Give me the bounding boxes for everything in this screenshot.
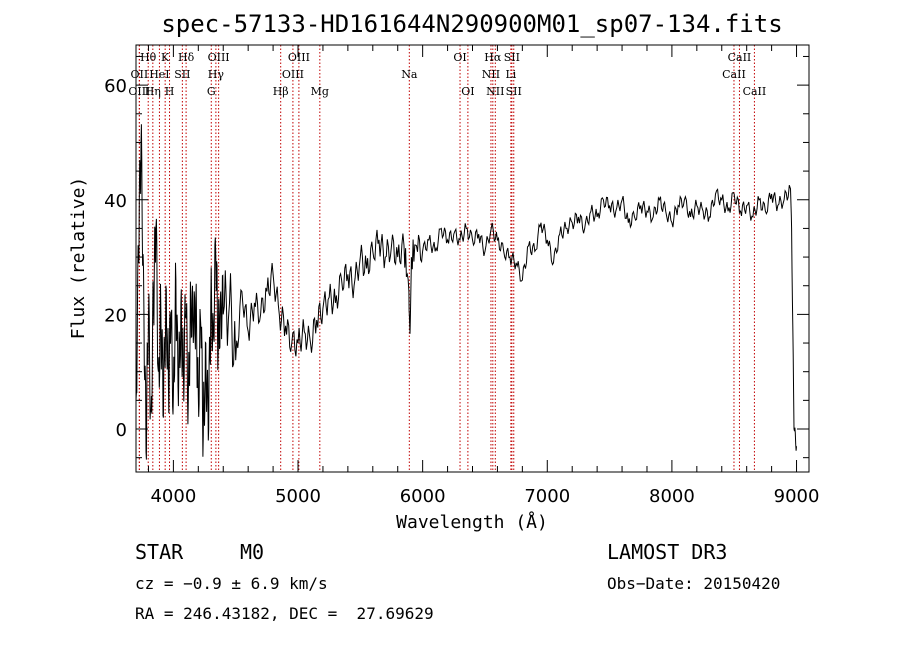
line-label: OI bbox=[461, 85, 474, 98]
redshift-velocity: cz = −0.9 ± 6.9 km/s bbox=[135, 574, 328, 593]
line-label: SII bbox=[504, 51, 520, 64]
x-tick-label: 6000 bbox=[400, 486, 446, 507]
x-axis-ticks: 4000 5000 6000 7000 8000 9000 bbox=[147, 45, 820, 507]
line-label: NII bbox=[486, 85, 504, 98]
x-tick-label: 7000 bbox=[524, 486, 570, 507]
line-label: OI bbox=[453, 51, 466, 64]
observation-date: Obs−Date: 20150420 bbox=[607, 574, 781, 593]
line-label: Na bbox=[401, 68, 418, 81]
line-label: Mg bbox=[311, 85, 329, 98]
line-label: CaII bbox=[743, 85, 767, 98]
line-label: OIII bbox=[128, 85, 150, 98]
y-axis-ticks: 0 20 40 60 bbox=[104, 55, 809, 459]
line-label: OIII bbox=[288, 51, 310, 64]
y-tick-label: 0 bbox=[116, 420, 127, 441]
line-label: SII bbox=[506, 85, 522, 98]
line-label: CaII bbox=[722, 68, 746, 81]
line-label: G bbox=[207, 85, 216, 98]
line-label: H bbox=[165, 85, 175, 98]
line-label: Hβ bbox=[273, 85, 289, 98]
line-label: OIII bbox=[208, 51, 230, 64]
line-label: SII bbox=[174, 68, 190, 81]
coordinates: RA = 246.43182, DEC = 27.69629 bbox=[135, 604, 434, 623]
x-axis-label: Wavelength (Å) bbox=[396, 511, 548, 533]
line-label: Hα bbox=[484, 51, 502, 64]
line-label: K bbox=[161, 51, 170, 64]
y-tick-label: 40 bbox=[104, 191, 127, 212]
line-label: OIII bbox=[282, 68, 304, 81]
x-tick-label: 4000 bbox=[150, 486, 196, 507]
emission-line-labels: OII OIII Hθ Hη HeI K H SII Hδ G OIII Hγ Hβ OIII OIII Mg… bbox=[128, 51, 766, 98]
line-label: Li bbox=[505, 68, 516, 81]
object-subclass: M0 bbox=[240, 540, 265, 564]
x-tick-label: 9000 bbox=[774, 486, 820, 507]
y-tick-label: 60 bbox=[104, 76, 127, 97]
plot-frame bbox=[135, 44, 810, 473]
x-tick-label: 5000 bbox=[275, 486, 321, 507]
y-axis-label: Flux (relative) bbox=[68, 177, 89, 340]
survey-name: LAMOST DR3 bbox=[607, 540, 728, 564]
chart-title: spec-57133-HD161644N290900M01_sp07-134.f… bbox=[161, 10, 782, 38]
spectrum-line bbox=[135, 124, 797, 460]
y-tick-label: 20 bbox=[104, 305, 127, 326]
line-label: Hη bbox=[145, 85, 161, 98]
line-label: HeI bbox=[149, 68, 169, 81]
line-label: CaII bbox=[728, 51, 752, 64]
object-class: STAR bbox=[135, 540, 184, 564]
line-label: OII bbox=[131, 68, 149, 81]
line-label: Hδ bbox=[178, 51, 195, 64]
line-label: NII bbox=[482, 68, 500, 81]
line-label: Hθ bbox=[140, 51, 157, 64]
emission-line-markers bbox=[138, 45, 755, 472]
x-tick-label: 8000 bbox=[649, 486, 695, 507]
line-label: Hγ bbox=[208, 68, 225, 81]
